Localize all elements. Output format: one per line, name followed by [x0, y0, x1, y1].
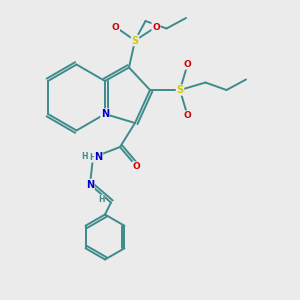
- Text: S: S: [176, 85, 184, 95]
- Text: S: S: [131, 35, 139, 46]
- Text: O: O: [184, 60, 191, 69]
- Text: H: H: [81, 152, 88, 161]
- Text: O: O: [152, 22, 160, 32]
- Text: N: N: [86, 179, 94, 190]
- Text: O: O: [133, 162, 140, 171]
- Text: O: O: [184, 111, 191, 120]
- Text: O: O: [112, 22, 119, 32]
- Text: H: H: [90, 153, 96, 162]
- Text: N: N: [101, 109, 109, 119]
- Text: N: N: [94, 152, 103, 163]
- Text: H: H: [98, 195, 105, 204]
